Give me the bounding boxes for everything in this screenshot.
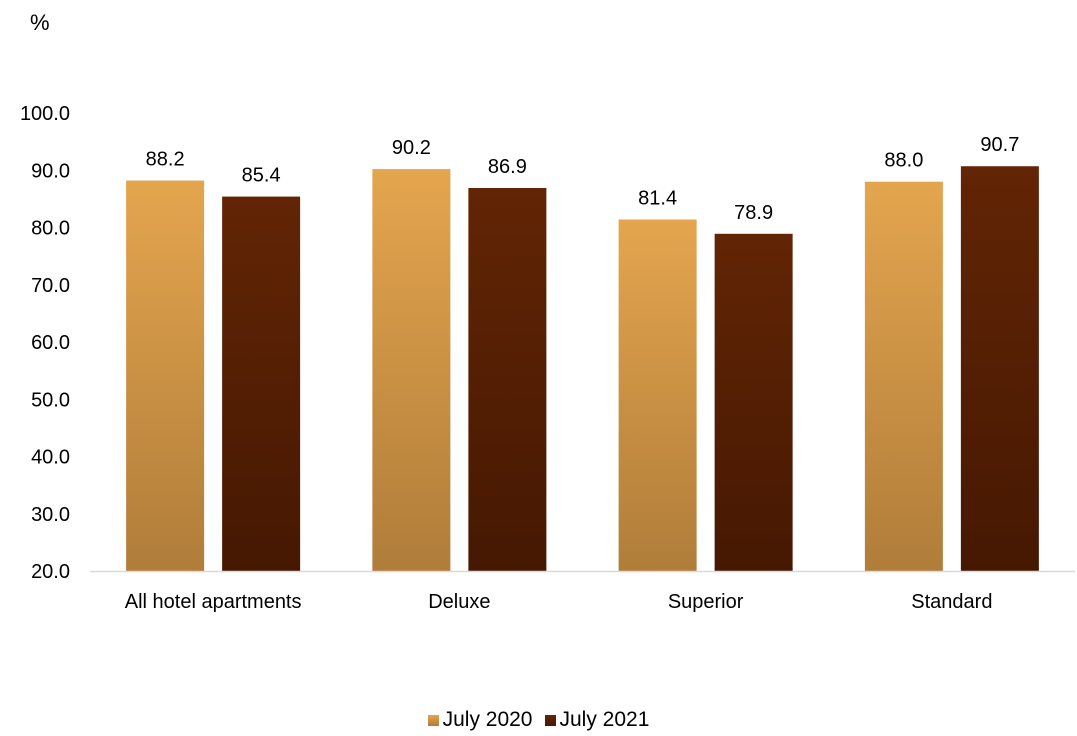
y-tick-label: 30.0	[31, 504, 70, 526]
data-label-series-1-2: 81.4	[638, 187, 677, 209]
bar-series-1-3	[864, 181, 943, 571]
data-label-series-2-3: 90.7	[980, 134, 1019, 156]
bar-series-2-0	[222, 196, 301, 571]
x-tick-label: Deluxe	[428, 591, 490, 613]
legend-label-series-2: July 2021	[559, 708, 650, 731]
y-unit-label: %	[30, 10, 50, 35]
legend-swatch-series-1	[427, 714, 439, 726]
x-axis: All hotel apartments Deluxe Superior Standa…	[125, 591, 993, 613]
data-label-series-1-0: 88.2	[146, 149, 185, 171]
y-tick-label: 70.0	[31, 275, 70, 297]
legend-label-series-1: July 2020	[442, 708, 533, 731]
y-tick-label: 80.0	[31, 218, 70, 240]
x-tick-label: All hotel apartments	[125, 591, 302, 613]
legend-item-series-2: July 2021	[544, 708, 650, 732]
y-axis: 20.0 30.0 40.0 50.0 60.0 70.0 80.0 90.0 100.0	[20, 103, 70, 583]
legend-swatch-series-2	[544, 714, 556, 726]
data-labels: 88.2 85.4 90.2 86.9 81.4 78.9 88.0 90.7	[146, 134, 1020, 224]
bar-series-1-2	[618, 219, 697, 572]
data-label-series-1-3: 88.0	[884, 150, 923, 172]
bar-series-2-2	[714, 233, 793, 572]
x-tick-label: Standard	[911, 591, 992, 613]
y-tick-label: 40.0	[31, 447, 70, 469]
legend: July 2020 July 2021	[0, 708, 1077, 732]
y-tick-label: 50.0	[31, 389, 70, 411]
data-label-series-1-1: 90.2	[392, 137, 431, 159]
bar-series-2-3	[960, 166, 1039, 571]
y-tick-label: 60.0	[31, 332, 70, 354]
bar-series-2-1	[468, 187, 547, 571]
bar-series-1-0	[126, 180, 205, 571]
y-tick-label: 100.0	[20, 103, 70, 125]
data-label-series-2-1: 86.9	[488, 156, 527, 178]
chart-plot: 20.0 30.0 40.0 50.0 60.0 70.0 80.0 90.0 100.0 88…	[20, 103, 1075, 613]
bar-series-1-1	[372, 169, 451, 572]
y-tick-label: 20.0	[31, 561, 70, 583]
y-tick-label: 90.0	[31, 160, 70, 182]
legend-item-series-1: July 2020	[427, 708, 533, 732]
data-label-series-2-2: 78.9	[734, 202, 773, 224]
bars	[126, 166, 1039, 572]
data-label-series-2-0: 85.4	[242, 165, 281, 187]
x-tick-label: Superior	[668, 591, 744, 613]
